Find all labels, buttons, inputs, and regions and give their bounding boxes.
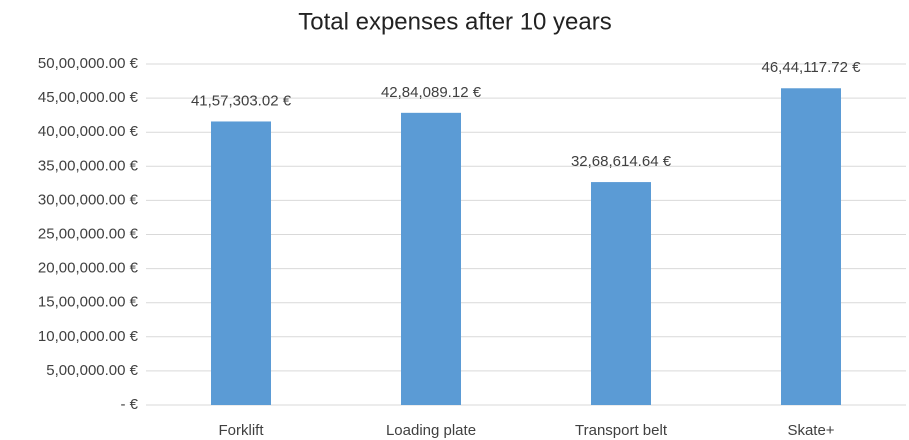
y-tick-label: 35,00,000.00 €: [38, 157, 139, 174]
x-tick-label: Skate+: [787, 422, 834, 439]
y-tick-label: 30,00,000.00 €: [38, 191, 139, 208]
y-tick-label: 10,00,000.00 €: [38, 328, 139, 345]
data-label: 32,68,614.64 €: [571, 153, 672, 170]
data-label: 46,44,117.72 €: [762, 59, 862, 76]
y-tick-label: 45,00,000.00 €: [38, 89, 139, 106]
bar: [211, 121, 271, 406]
y-tick-label: 20,00,000.00 €: [38, 260, 139, 277]
data-label: 41,57,303.02 €: [191, 92, 292, 109]
y-tick-label: 5,00,000.00 €: [46, 362, 138, 379]
y-tick-label: 50,00,000.00 €: [38, 55, 139, 72]
chart-title: Total expenses after 10 years: [298, 8, 612, 35]
y-tick-label: - €: [120, 396, 138, 413]
y-tick-label: 40,00,000.00 €: [38, 123, 139, 140]
x-tick-label: Loading plate: [386, 422, 476, 439]
data-label: 42,84,089.12 €: [381, 84, 482, 101]
bar: [591, 182, 651, 405]
x-tick-label: Forklift: [219, 422, 265, 439]
y-tick-label: 15,00,000.00 €: [38, 294, 139, 311]
bar: [401, 112, 461, 405]
x-tick-label: Transport belt: [575, 422, 668, 439]
y-tick-label: 25,00,000.00 €: [38, 225, 139, 242]
bar: [781, 88, 841, 405]
